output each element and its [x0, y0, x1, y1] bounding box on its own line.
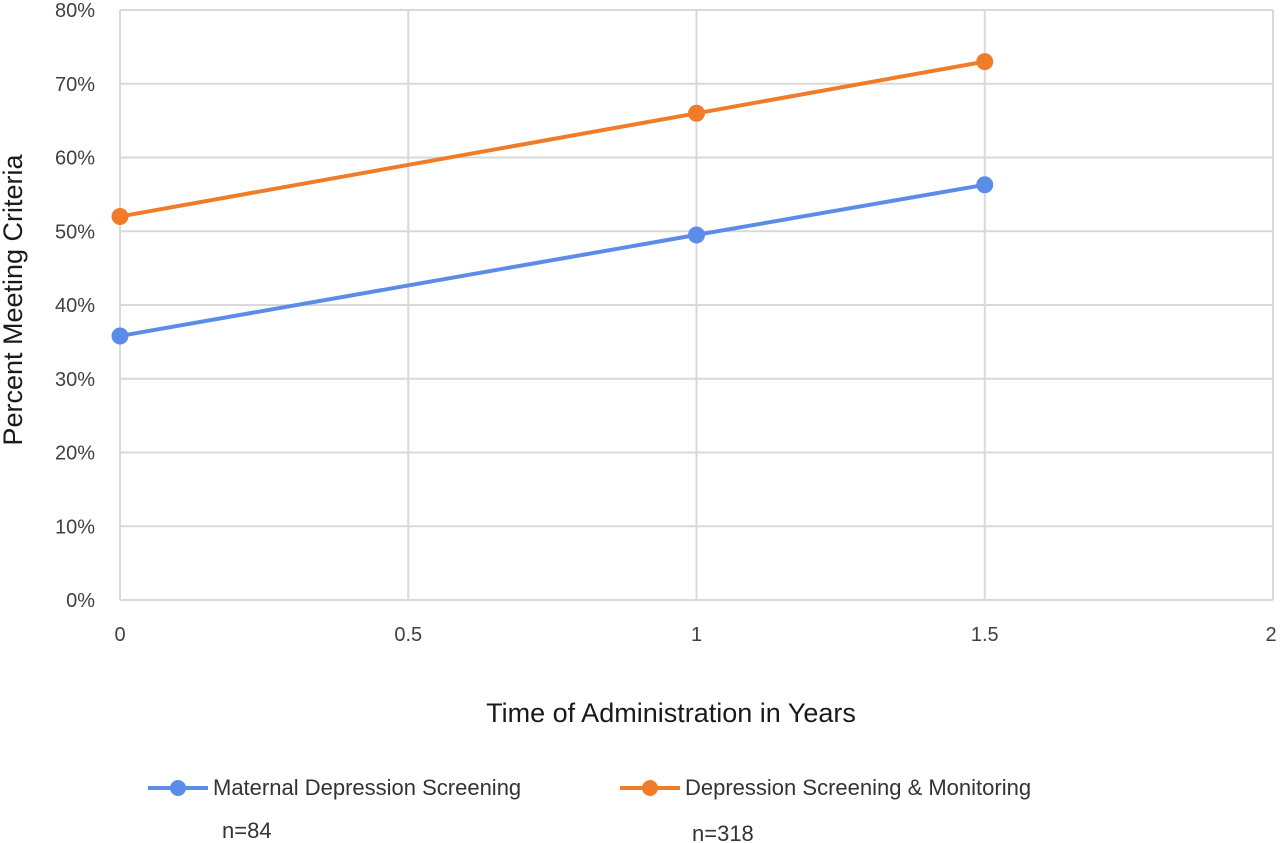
y-tick-label: 50%: [55, 221, 95, 243]
sample-size-maternal: n=84: [222, 818, 272, 843]
x-tick-label: 1: [691, 624, 702, 646]
series-lines: [119, 59, 986, 338]
x-axis-title: Time of Administration in Years: [486, 698, 856, 728]
series-line-0: [119, 182, 986, 338]
y-tick-label: 10%: [55, 516, 95, 538]
y-tick-label: 40%: [55, 295, 95, 317]
x-tick-label: 0.5: [394, 624, 422, 646]
data-point-series-0: [976, 176, 994, 194]
y-tick-label: 60%: [55, 148, 95, 170]
data-point-series-1: [976, 53, 994, 71]
y-axis-ticks: 0% 10% 20% 30% 40% 50% 60% 70% 80%: [55, 0, 95, 612]
y-tick-label: 30%: [55, 369, 95, 391]
data-point-series-1: [111, 208, 129, 225]
y-axis-title: Percent Meeting Criteria: [0, 153, 28, 445]
y-tick-label: 20%: [55, 443, 95, 465]
legend-label-maternal: Maternal Depression Screening: [213, 775, 521, 800]
x-axis-ticks: 0 0.5 1 1.5 2: [114, 624, 1276, 646]
legend-marker-monitoring: [642, 780, 658, 796]
legend: Maternal Depression Screening Depression…: [148, 775, 1031, 800]
data-point-series-0: [111, 327, 129, 345]
data-point-series-1: [688, 104, 705, 122]
sample-size-monitoring: n=318: [692, 821, 754, 843]
y-tick-label: 70%: [55, 74, 95, 96]
x-tick-label: 0: [114, 624, 125, 646]
series-line-1: [119, 59, 986, 219]
y-tick-label: 80%: [55, 0, 95, 22]
y-tick-label: 0%: [66, 590, 95, 612]
legend-label-monitoring: Depression Screening & Monitoring: [685, 775, 1031, 800]
x-tick-label: 2: [1265, 624, 1276, 646]
x-tick-label: 1.5: [971, 624, 999, 646]
legend-marker-maternal: [170, 780, 186, 796]
legend-item-maternal-depression-screening: Maternal Depression Screening: [148, 775, 521, 800]
data-point-series-0: [688, 226, 705, 244]
series-points: [111, 53, 994, 345]
legend-item-depression-screening-monitoring: Depression Screening & Monitoring: [620, 775, 1031, 800]
